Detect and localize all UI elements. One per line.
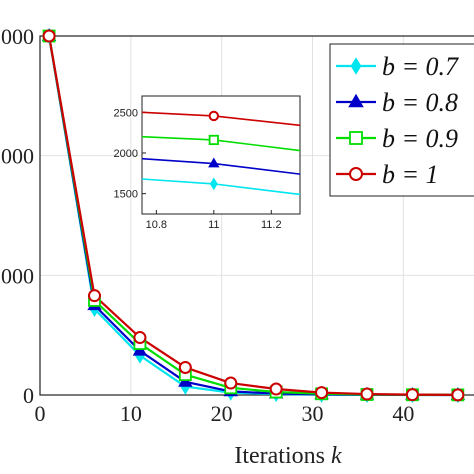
- x-tick-label-4: 40: [392, 401, 414, 426]
- y-tick-label-0: 0: [23, 383, 34, 408]
- inset-series-0-point: [209, 177, 218, 191]
- plot-frame: [39, 35, 474, 396]
- inset-x-tick-label-0: 10.8: [146, 219, 167, 231]
- inset-frame: [141, 95, 301, 215]
- series-3-point-0: [42, 29, 56, 43]
- series-3-point-2: [133, 331, 147, 345]
- inset-y-tick-label-0: 1500: [114, 189, 138, 201]
- series-3-point-3: [178, 360, 192, 374]
- legend-marker-0: [350, 57, 362, 75]
- legend-marker-2: [349, 131, 363, 145]
- inset-x-tick-label-1: 11: [208, 219, 219, 231]
- series-3-point-4: [224, 376, 238, 390]
- legend-label-2: b = 0.9: [382, 124, 458, 153]
- legend-label-3: b = 1: [382, 160, 439, 189]
- y-tick-label-1: 000: [1, 263, 34, 288]
- inset-x-tick-label-2: 11.2: [261, 219, 282, 231]
- x-tick-label-1: 10: [120, 401, 142, 426]
- legend-marker-3: [349, 167, 363, 181]
- x-axis-label: Iterations k: [234, 443, 342, 469]
- series-3-point-7: [360, 387, 374, 401]
- series-3-point-9: [451, 388, 465, 402]
- series-line-3: [47, 35, 458, 396]
- inset-y-tick-label-2: 2500: [114, 107, 138, 119]
- inset-series-1-point: [208, 157, 220, 168]
- x-tick-label-0: 0: [35, 401, 46, 426]
- x-tick-label-2: 20: [211, 401, 233, 426]
- y-tick-label-3: 000: [1, 24, 34, 49]
- series-3-point-8: [405, 388, 419, 402]
- series-3-point-6: [315, 386, 329, 400]
- plot-series-group: [41, 27, 466, 404]
- legend-label-1: b = 0.8: [382, 88, 458, 117]
- series-3-point-1: [88, 289, 101, 303]
- x-tick-label-3: 30: [302, 401, 324, 426]
- inset-series-3-point: [208, 110, 220, 122]
- legend-marker-1: [348, 93, 364, 108]
- y-tick-label-2: 000: [1, 144, 34, 169]
- inset-y-tick-label-1: 2000: [114, 148, 138, 160]
- legend-label-0: b = 0.7: [382, 52, 459, 81]
- inset-series-2-point: [208, 134, 219, 146]
- series-3-point-5: [269, 382, 283, 396]
